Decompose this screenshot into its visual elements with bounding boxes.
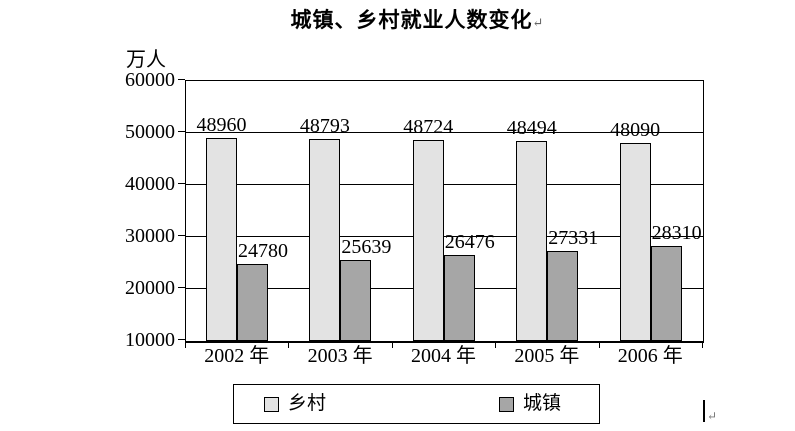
- gridline: [186, 236, 703, 237]
- x-axis-tick: [288, 342, 290, 348]
- urban-bar-1: [237, 264, 268, 341]
- y-axis-tick: [178, 183, 185, 184]
- rural-value-label: 48494: [506, 116, 557, 139]
- chart-title: 城镇、乡村就业人数变化↵: [40, 4, 795, 34]
- rural-bar-1: [206, 138, 237, 341]
- rural-value-label: 48090: [610, 118, 661, 141]
- gridline: [186, 184, 703, 185]
- urban-value-label: 26476: [444, 231, 495, 254]
- urban-value-label: 24780: [238, 240, 288, 263]
- rural-bar-2: [309, 139, 341, 341]
- x-axis-label: 2003 年: [307, 345, 373, 367]
- y-axis-tick: [178, 131, 185, 132]
- y-axis-label: 50000: [125, 121, 175, 143]
- y-axis-label: 40000: [125, 173, 175, 195]
- rural-value-label: 48724: [403, 115, 454, 138]
- y-axis-label: 10000: [125, 329, 175, 351]
- paragraph-mark-icon: ↵: [707, 409, 718, 423]
- urban-value-label: 27331: [548, 226, 599, 249]
- y-axis-tick: [178, 287, 185, 288]
- urban-bar-5: [650, 245, 682, 341]
- y-axis-unit-label: 万人: [126, 49, 166, 71]
- urban-bar-3: [443, 255, 475, 341]
- y-axis-tick: [178, 235, 185, 236]
- urban-bar-2: [340, 259, 372, 341]
- x-axis-label: 2006 年: [617, 345, 683, 367]
- rural-bar-4: [516, 140, 548, 341]
- rural-value-label: 48793: [299, 115, 350, 138]
- text-cursor[interactable]: [703, 400, 705, 422]
- urban-bar-4: [547, 250, 579, 341]
- gridline: [186, 132, 703, 133]
- x-axis-tick: [495, 342, 497, 348]
- x-axis-tick: [185, 342, 186, 348]
- legend-label-rural: 乡村: [288, 393, 327, 414]
- y-axis-tick: [178, 339, 185, 340]
- x-axis-tick: [598, 342, 600, 348]
- x-axis-label: 2004 年: [411, 345, 476, 367]
- y-axis-label: 60000: [125, 69, 175, 91]
- y-axis-label: 20000: [125, 277, 175, 299]
- y-axis-label: 30000: [125, 225, 175, 247]
- legend-swatch-urban: [499, 397, 514, 412]
- legend-label-urban: 城镇: [523, 393, 562, 414]
- rural-value-label: 48960: [196, 114, 247, 137]
- urban-value-label: 25639: [341, 235, 392, 258]
- y-axis-tick: [178, 79, 185, 80]
- x-axis-tick: [391, 342, 393, 348]
- paragraph-mark-icon: ↵: [532, 15, 545, 30]
- rural-bar-5: [619, 142, 651, 341]
- x-axis-label: 2002 年: [204, 345, 270, 367]
- legend-swatch-rural: [264, 397, 279, 412]
- legend: 乡村 城镇: [233, 384, 600, 424]
- chart-title-text: 城镇、乡村就业人数变化: [290, 8, 533, 32]
- x-axis-label: 2005 年: [514, 345, 580, 367]
- plot-area: 48960 24780 48793 25639 48724 26476 48494 27331…: [185, 80, 704, 343]
- x-axis-tick: [702, 342, 703, 348]
- urban-value-label: 28310: [651, 221, 702, 244]
- rural-bar-3: [412, 139, 444, 341]
